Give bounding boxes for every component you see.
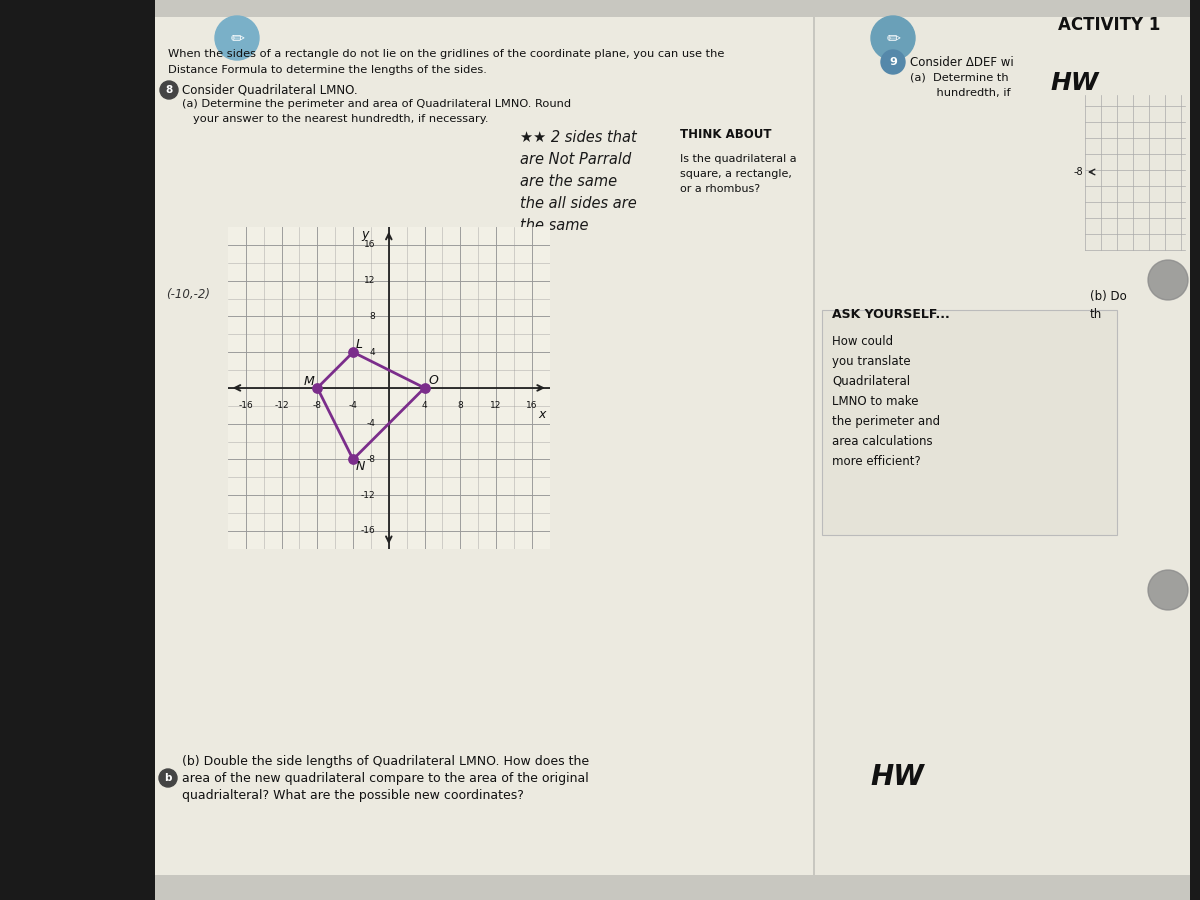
Text: the all sides are: the all sides are [520,196,637,211]
Text: y: y [361,228,370,240]
Circle shape [1148,570,1188,610]
Text: 4: 4 [370,347,376,356]
Text: How could
you translate
Quadrilateral
LMNO to make
the perimeter and
area calcul: How could you translate Quadrilateral LM… [832,335,940,468]
Text: 16: 16 [526,401,538,410]
Text: M: M [304,375,314,388]
Text: b: b [164,773,172,783]
Text: 8: 8 [370,312,376,321]
Text: (-10,-2): (-10,-2) [166,288,210,301]
Text: -8: -8 [313,401,322,410]
Text: -4: -4 [349,401,358,410]
Circle shape [881,50,905,74]
Text: -12: -12 [275,401,289,410]
Text: (b) Double the side lengths of Quadrilateral LMNO. How does the: (b) Double the side lengths of Quadrilat… [182,755,589,768]
Text: (b) Do: (b) Do [1090,290,1127,303]
Text: 16: 16 [364,240,376,249]
Bar [815,17,1190,875]
Text: HW: HW [870,763,924,791]
Text: quadrialteral? What are the possible new coordinates?: quadrialteral? What are the possible new… [182,789,524,802]
Text: ★★ 2 sides that: ★★ 2 sides that [520,130,637,145]
Bar [0,0,155,900]
Text: -4: -4 [366,419,376,428]
Text: are the same: are the same [520,174,617,189]
Text: -8: -8 [1073,167,1084,177]
Bar [1190,0,1200,900]
Text: ASK YOURSELF...: ASK YOURSELF... [832,308,949,321]
Circle shape [1148,260,1188,300]
Point [343,452,362,466]
Text: -12: -12 [361,491,376,500]
Circle shape [871,16,916,60]
Text: ✏: ✏ [886,29,900,47]
Text: -16: -16 [239,401,253,410]
Text: 12: 12 [491,401,502,410]
Text: ✏: ✏ [230,29,244,47]
Text: th: th [1090,308,1103,321]
Text: Consider ΔDEF wi: Consider ΔDEF wi [910,56,1014,68]
Text: Consider Quadrilateral LMNO.: Consider Quadrilateral LMNO. [182,84,358,96]
Point [415,381,434,395]
Text: (a) Determine the perimeter and area of Quadrilateral LMNO. Round: (a) Determine the perimeter and area of … [182,99,571,109]
Bar [155,17,814,875]
Text: the same: the same [520,218,588,233]
Text: When the sides of a rectangle do not lie on the gridlines of the coordinate plan: When the sides of a rectangle do not lie… [168,49,725,59]
Point [307,381,326,395]
Point [343,345,362,359]
Text: x: x [539,408,546,420]
Text: Is the quadrilateral a
square, a rectangle,
or a rhombus?: Is the quadrilateral a square, a rectang… [680,154,797,194]
Circle shape [215,16,259,60]
Text: 12: 12 [364,276,376,285]
Text: HW: HW [1050,71,1098,95]
Text: Distance Formula to determine the lengths of the sides.: Distance Formula to determine the length… [168,65,487,75]
Text: 4: 4 [421,401,427,410]
Bar [822,310,1117,535]
Text: -16: -16 [361,526,376,536]
Text: N: N [355,460,365,473]
Text: (-4,-8): (-4,-8) [382,384,419,397]
Text: THINK ABOUT: THINK ABOUT [680,128,772,141]
Text: O: O [428,374,438,387]
Text: ACTIVITY 1: ACTIVITY 1 [1057,16,1160,34]
Text: -8: -8 [366,454,376,464]
Text: 9: 9 [889,57,896,67]
Text: (a)  Determine th: (a) Determine th [910,72,1009,82]
Text: your answer to the nearest hundredth, if necessary.: your answer to the nearest hundredth, if… [193,114,488,124]
Circle shape [158,769,178,787]
Circle shape [160,81,178,99]
Text: 8: 8 [457,401,463,410]
Text: L: L [355,338,362,351]
Text: are Not Parrald: are Not Parrald [520,152,631,167]
Text: area of the new quadrilateral compare to the area of the original: area of the new quadrilateral compare to… [182,772,589,785]
Text: 8: 8 [166,85,173,95]
Text: hundredth, if: hundredth, if [922,88,1010,98]
